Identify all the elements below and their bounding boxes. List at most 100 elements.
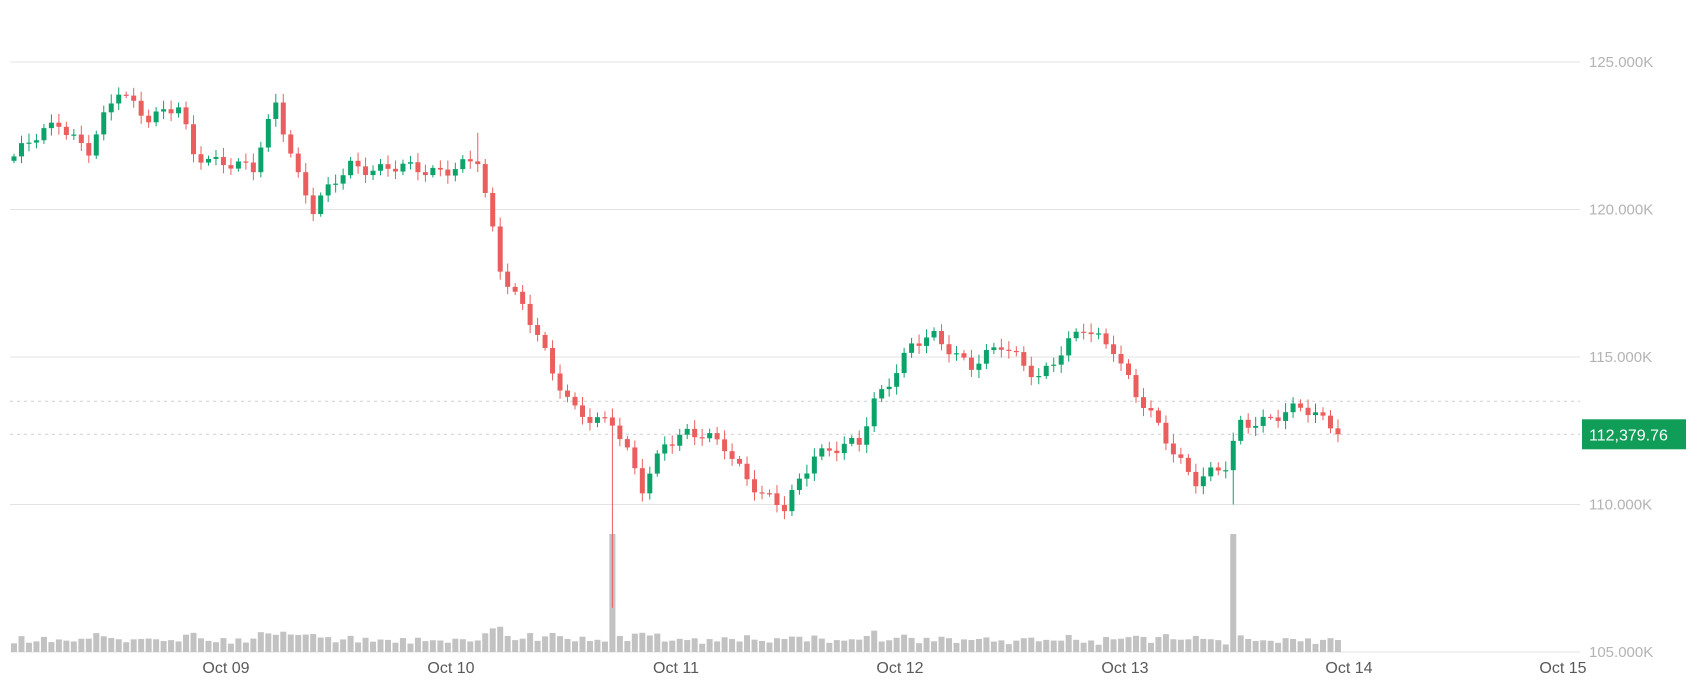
candle-body [1208,467,1214,477]
volume-bar [661,641,668,652]
candle-body [191,124,197,155]
candle-body [153,111,159,123]
candle-body [26,142,32,144]
candle-body [1155,410,1161,423]
volume-bar [856,639,863,652]
volume-bar [160,641,167,652]
candle-body [991,347,997,351]
candle-body [86,143,92,156]
candle-body [879,389,885,399]
y-tick-label: 105.000K [1589,644,1653,661]
candle-body [497,226,503,272]
candle-body [542,334,548,348]
candle-body [976,363,982,370]
candle-body [116,94,122,104]
candle-body [594,417,600,423]
candle-body [1140,397,1146,409]
candle-body [71,134,77,136]
x-tick-label: Oct 10 [427,660,474,677]
volume-bar [1230,534,1237,652]
volume-bar [1334,639,1341,652]
candle-body [1081,331,1087,333]
candle-body [1253,425,1259,428]
volume-bar [11,643,17,652]
volume-bar [833,640,840,652]
candle-body [550,347,556,374]
candle-body [909,343,915,353]
volume-bar [1103,637,1110,652]
volume-bar [1095,644,1102,652]
volume-bar [542,636,549,652]
candle-body [168,109,174,114]
volume-bar [355,642,362,652]
candle-body [1178,454,1184,458]
candle-body [983,350,989,364]
grid-lines [10,61,1580,653]
current-price-tag: 112,379.76 [1582,419,1686,450]
volume-bar [1043,639,1050,652]
volume-bar [1177,639,1184,652]
x-tick-label: Oct 11 [653,660,699,677]
volume-bar [714,641,721,652]
candle-body [48,122,54,129]
volume-bar [242,642,249,652]
candle-body [1126,363,1132,376]
candle-body [1268,416,1274,419]
volume-bar [429,640,436,652]
y-tick-label: 120.000K [1589,202,1653,219]
volume-bar [878,641,885,652]
volume-bar [1327,638,1334,652]
volume-bar [287,634,294,652]
candle-body [1327,415,1333,429]
candle-body [639,468,645,494]
x-axis: Oct 09 Oct 10 Oct 11 Oct 12 Oct 13 Oct 14 Oct … [202,660,1586,677]
candle-body [205,158,211,163]
candle-body [841,443,847,454]
volume-bar [198,638,204,652]
volume-bar [684,640,691,652]
volume-bar [975,638,982,652]
candle-body [1111,344,1117,354]
candle-body [931,331,937,338]
candle-body [378,164,384,171]
volume-bar [265,633,272,652]
volume-bar [1147,642,1154,652]
volume-bar [893,637,900,652]
candle-body [1163,422,1169,444]
volume-bar [70,641,77,652]
volume-bar [1237,635,1244,652]
volume-bar [93,633,100,652]
volume-bar [377,639,384,652]
candle-body [1051,364,1057,366]
candle-body [340,175,346,184]
volume-bar [736,641,743,652]
volume-bar [25,642,32,652]
volume-bar [212,642,219,652]
candle-body [1088,332,1094,335]
volume-bar [1185,639,1192,652]
candle-body [183,107,189,125]
volume-bar [998,640,1005,652]
candle-body [243,161,249,163]
candle-body [1230,440,1236,471]
candle-body [565,390,571,397]
volume-bar [586,641,593,652]
volume-bar [699,643,706,652]
candle-body [796,478,802,491]
candle-body [699,437,705,439]
volume-bar [759,640,765,652]
candle-body [520,291,526,304]
volume-bar [1170,639,1177,652]
candle-body [939,331,945,345]
volume-bar [183,634,190,652]
candle-body [138,100,144,116]
candle-body [789,490,795,512]
candle-body [826,448,832,451]
candle-body [228,165,234,169]
volume-bar [437,640,444,652]
volume-bar [489,628,496,652]
candlesticks [11,87,1341,608]
volume-bar [946,638,952,652]
candle-body [1118,353,1124,364]
x-tick-label: Oct 14 [1325,660,1372,677]
